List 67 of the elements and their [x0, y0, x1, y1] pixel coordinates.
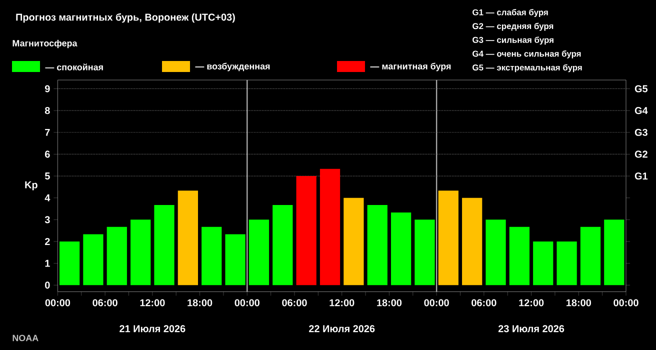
bar — [414, 220, 435, 286]
bar — [344, 198, 364, 286]
y-tick-label: 7 — [45, 128, 50, 136]
text: G1 — слабая буря — [472, 9, 548, 17]
bar — [367, 205, 388, 286]
text: G4 — очень сильная буря — [472, 50, 581, 58]
x-tick-label: 18:00 — [188, 299, 212, 306]
x-tick-label: 00:00 — [614, 299, 638, 306]
y-tick-label: 6 — [45, 150, 50, 158]
y-tick-label: 0 — [45, 282, 50, 289]
x-tick-label: 00:00 — [234, 299, 260, 306]
legend-label: — спокойная — [45, 64, 103, 70]
y-tick-label: 2 — [44, 238, 50, 245]
bar — [83, 234, 104, 286]
x-tick-label: 06:00 — [282, 299, 307, 306]
x-tick-label: 18:00 — [377, 299, 402, 306]
bar — [486, 220, 506, 286]
bar — [130, 220, 151, 286]
y-tick-label: 8 — [44, 107, 50, 114]
bar — [296, 176, 316, 286]
x-tick-label: 00:00 — [424, 299, 449, 306]
bar — [533, 242, 554, 286]
bar — [462, 198, 482, 286]
x-tick-label: 06:00 — [92, 299, 118, 306]
y-tick-label: 3 — [44, 216, 50, 224]
x-tick-label: 06:00 — [472, 299, 496, 306]
chart-title: Прогноз магнитных бурь, Воронеж (UTC+03) — [16, 13, 235, 23]
text: NOAA — [12, 334, 38, 342]
bar — [202, 226, 222, 286]
x-tick-label: 00:00 — [45, 299, 70, 306]
y-axis-title: Kp — [25, 181, 38, 190]
ref-line-label: G1 — [634, 172, 648, 180]
text: 23 Июля 2026 — [498, 325, 564, 332]
bar — [272, 205, 293, 286]
legend-label: — возбужденная — [195, 62, 270, 72]
bar — [320, 168, 340, 286]
legend-label: — магнитная буря — [370, 62, 451, 72]
bar — [154, 205, 174, 286]
bar — [248, 220, 270, 286]
bar — [580, 226, 601, 286]
bar — [556, 242, 577, 286]
x-tick-label: 12:00 — [140, 299, 165, 306]
bar — [59, 242, 80, 286]
y-tick-label: 4 — [44, 194, 50, 202]
bar — [106, 226, 127, 286]
y-tick-label: 5 — [44, 172, 50, 180]
bar — [178, 190, 198, 286]
x-tick-label: 18:00 — [566, 299, 591, 306]
text: G3 — сильная буря — [472, 36, 554, 45]
legend-title: Магнитосфера — [12, 40, 78, 48]
text: 22 Июля 2026 — [309, 325, 375, 332]
ref-line-label: G3 — [634, 128, 648, 136]
bar — [509, 226, 530, 286]
bar — [438, 190, 458, 286]
x-tick-label: 12:00 — [330, 299, 354, 306]
bar — [225, 234, 246, 286]
ref-line-label: G4 — [634, 107, 648, 114]
ref-line-label: G2 — [634, 150, 648, 158]
y-tick-label: 9 — [44, 85, 50, 92]
x-tick-label: 12:00 — [519, 299, 544, 306]
text: G5 — экстремальная буря — [472, 64, 582, 72]
ref-line-label: G5 — [634, 85, 648, 92]
y-tick-label: 1 — [45, 260, 50, 267]
text: G2 — средняя буря — [472, 22, 554, 31]
bar — [390, 212, 412, 286]
bar — [604, 220, 624, 286]
text: 21 Июля 2026 — [120, 325, 186, 332]
